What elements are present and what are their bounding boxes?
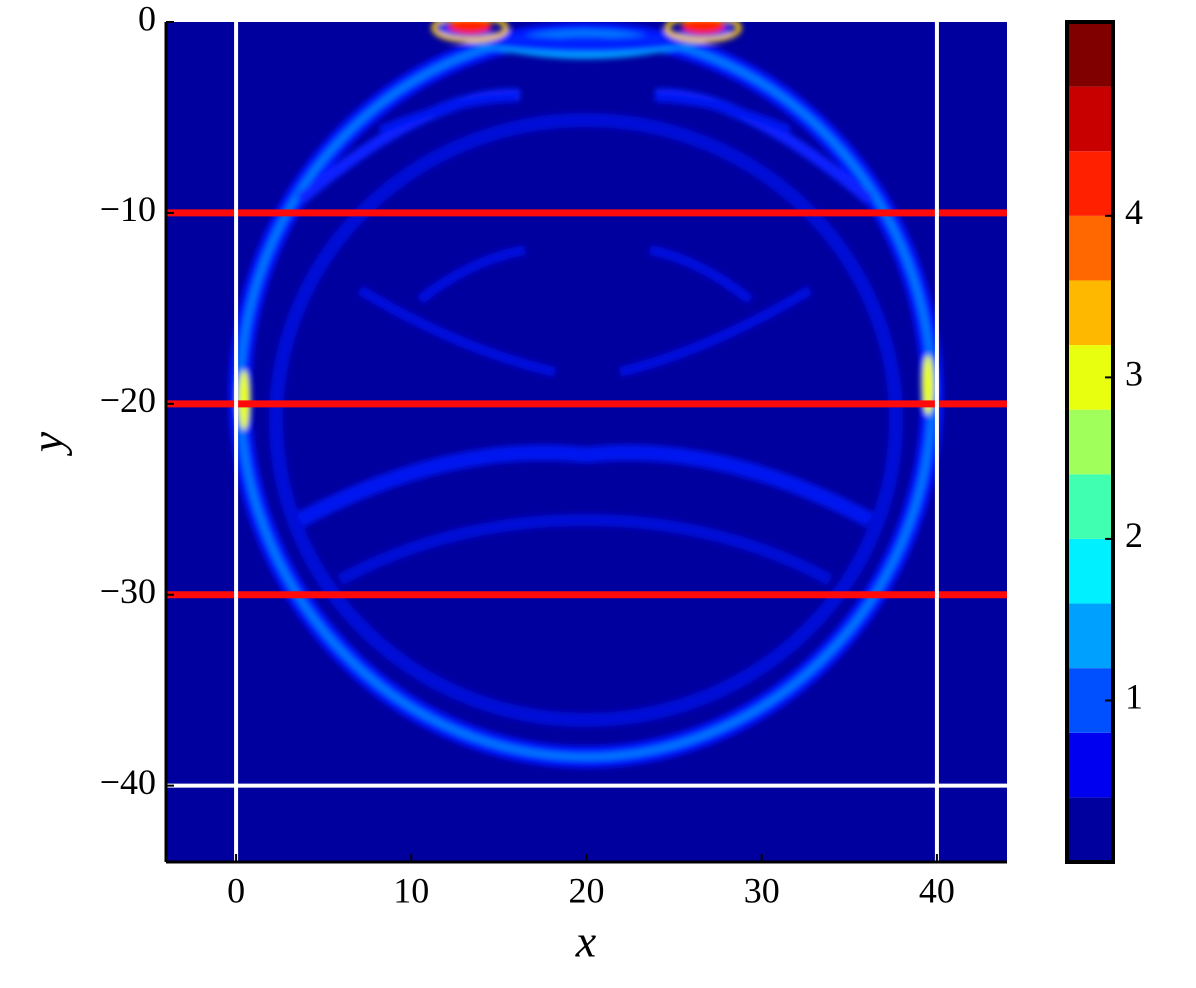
hot-spot [448,22,492,34]
colorbar-tick-label: 4 [1125,192,1143,232]
colorbar-tick-label: 3 [1125,354,1143,394]
y-tick-label: −30 [100,571,156,611]
hot-spot-rim [664,22,742,43]
colorbar-band [1067,215,1113,281]
hot-spot-rim [431,22,509,43]
colorbar-frame [1065,20,1115,864]
inner-arc [416,245,754,304]
colorbar-band [1067,538,1113,604]
plot-background [166,22,1007,862]
y-tick-label: −10 [100,189,156,229]
colorbar-band [1067,797,1113,862]
x-tick-label: 40 [919,870,955,910]
inner-ring [269,113,903,727]
y-tick-label: −20 [100,380,156,420]
x-tick-label: 10 [393,870,429,910]
colorbar-band [1067,409,1113,475]
x-axis-label: x [575,916,597,967]
hot-spot [238,370,250,430]
colorbar-tick-label: 1 [1125,677,1143,717]
x-tick-label: 0 [227,870,245,910]
colorbar-band [1067,280,1113,346]
field-pattern [229,22,943,768]
x-tick-label: 30 [744,870,780,910]
hot-spot [681,22,725,34]
colorbar-band [1067,603,1113,669]
hot-spot [922,355,934,415]
inner-arc [357,285,813,377]
top-arc [438,23,732,52]
inner-arc [337,513,833,586]
colorbar-band [1067,86,1113,152]
x-tick-label: 20 [569,870,605,910]
colorbar-tick-label: 2 [1125,515,1143,555]
y-axis-label: y [22,431,73,456]
inner-arc [296,444,874,528]
colorbar-band [1067,22,1113,87]
inner-arc [378,94,792,134]
colorbar-band [1067,151,1113,216]
y-tick-label: 0 [138,0,156,38]
colorbar-band [1067,732,1113,798]
y-tick-label: −40 [100,762,156,802]
colorbar-band [1067,474,1113,539]
